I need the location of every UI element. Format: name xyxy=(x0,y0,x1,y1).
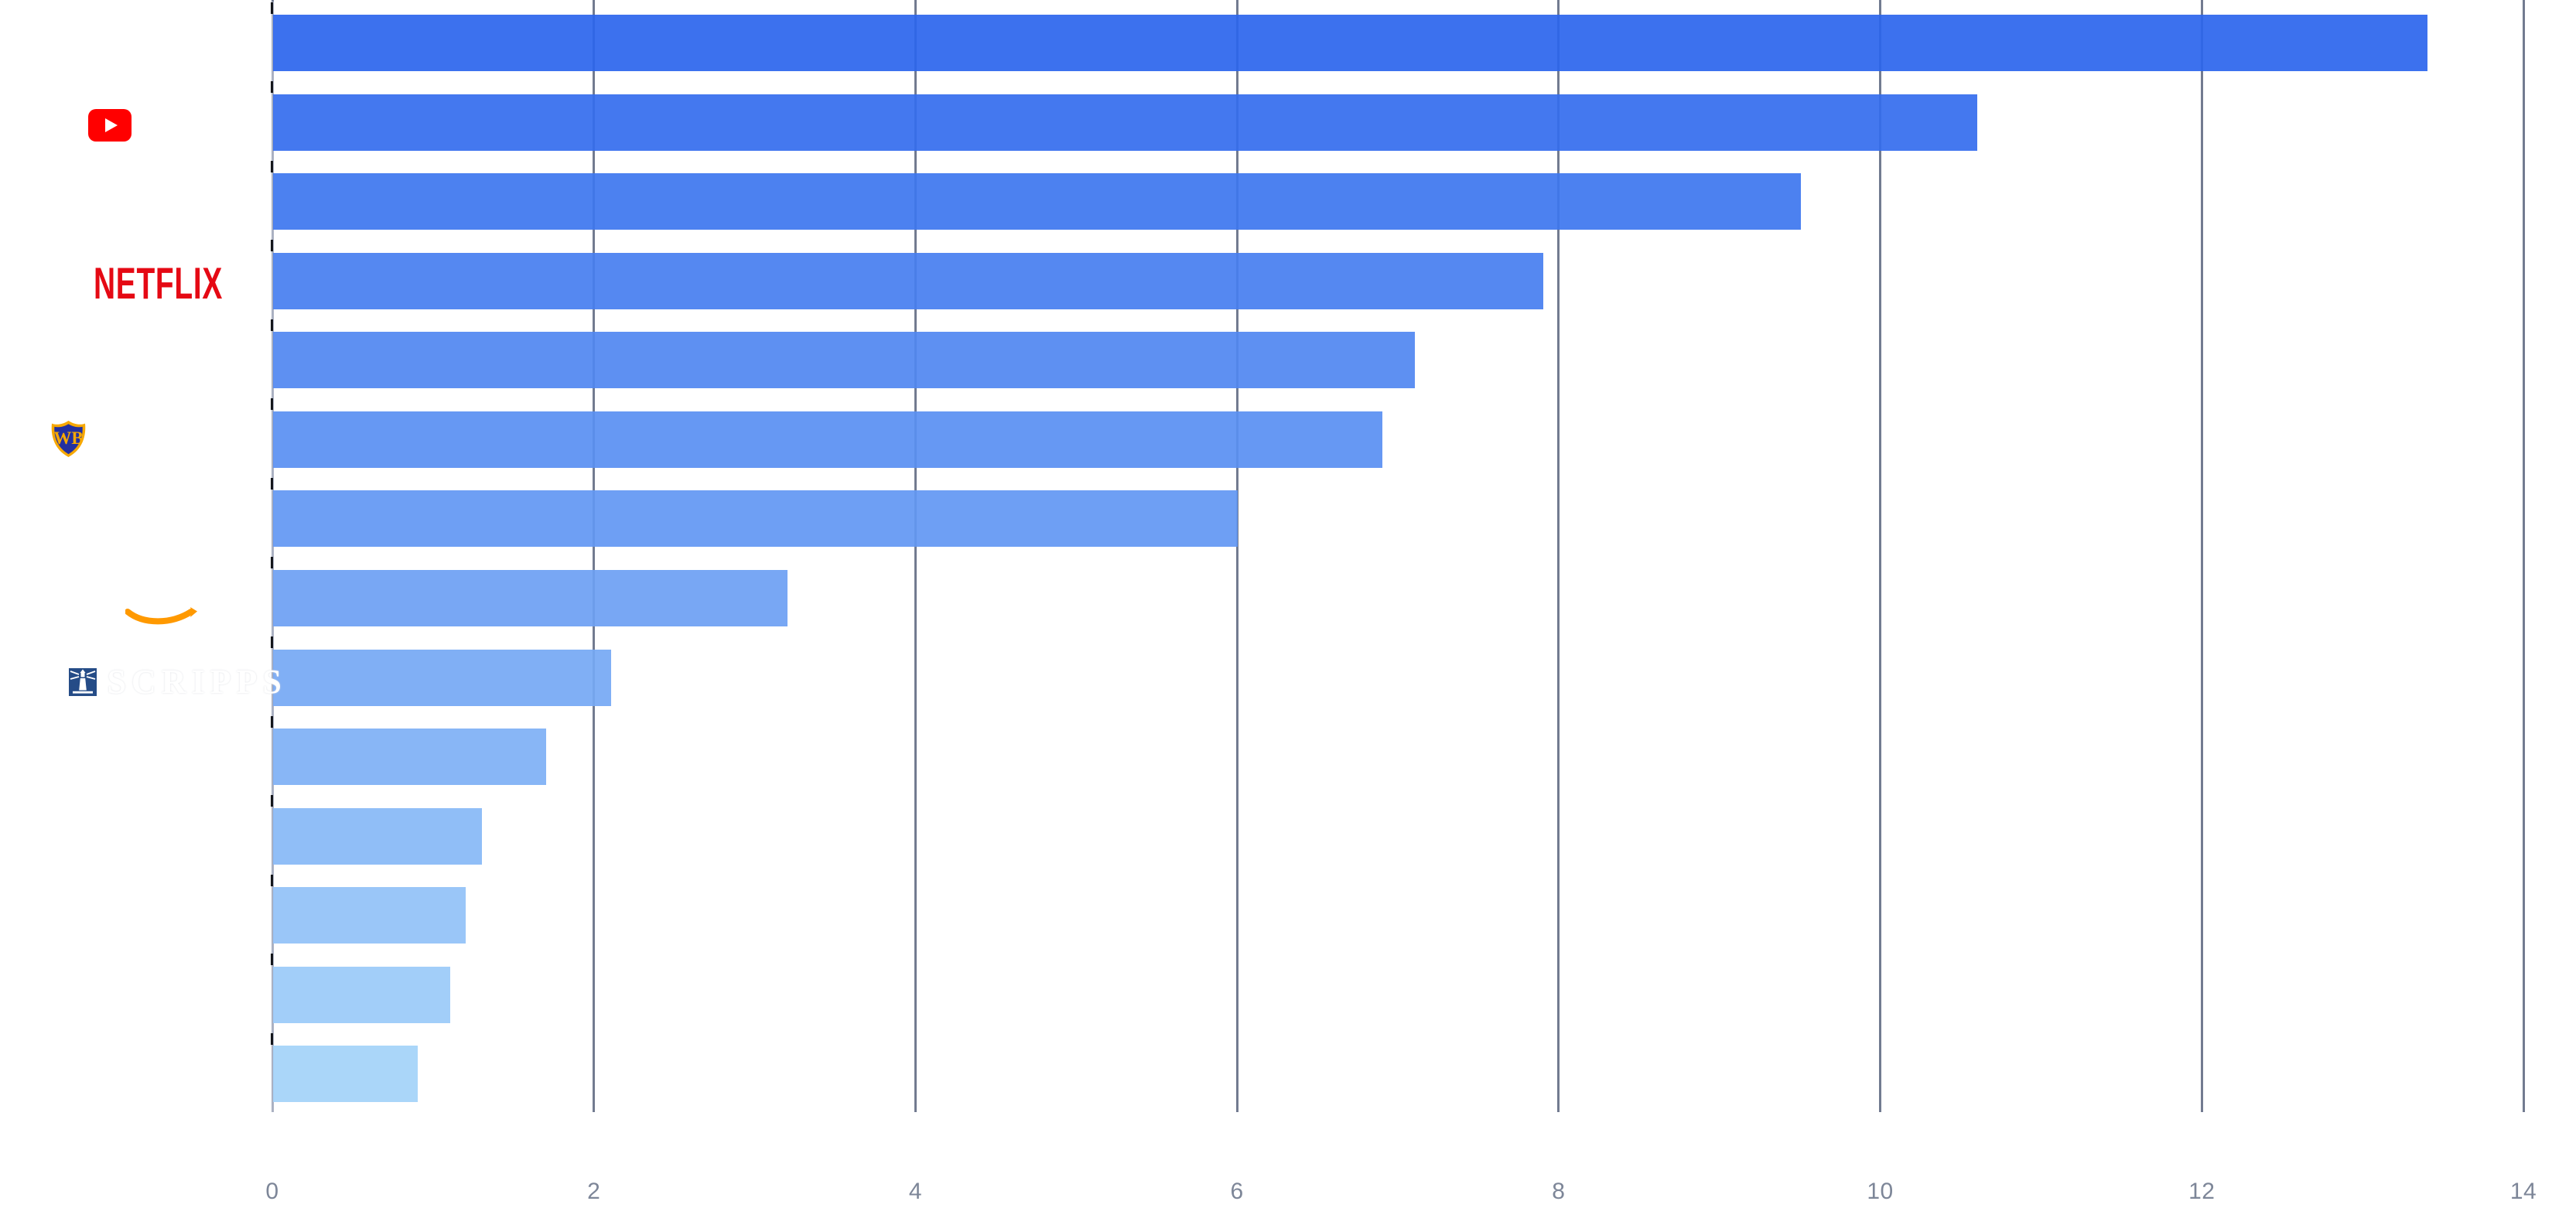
gridline-x-12 xyxy=(2200,0,2203,1112)
y-axis-tick xyxy=(270,240,273,252)
bar-row-1 xyxy=(273,15,2428,71)
bar-YouTube xyxy=(273,94,1978,151)
x-axis-label: 8 xyxy=(1552,1179,1566,1204)
y-axis-tick xyxy=(270,2,273,14)
amazon-smile-icon xyxy=(125,606,198,633)
gridline-x-4 xyxy=(914,0,917,1112)
x-axis-label: 4 xyxy=(908,1179,923,1204)
warner-bros-shield-icon: WB xyxy=(50,420,87,462)
y-axis-tick xyxy=(270,477,273,490)
gridline-x-8 xyxy=(1557,0,1560,1112)
bar-row-3 xyxy=(273,173,1801,230)
bar-Warner Bros xyxy=(273,411,1383,468)
y-axis-tick xyxy=(270,715,273,728)
scripps-lighthouse-icon xyxy=(69,667,97,696)
y-axis-tick xyxy=(270,954,273,966)
bar-row-12 xyxy=(273,887,466,944)
y-axis-tick xyxy=(270,81,273,94)
y-axis-tick xyxy=(270,874,273,886)
bar-row-13 xyxy=(273,966,450,1023)
bar-row-7 xyxy=(273,490,1238,548)
gridline-x-6 xyxy=(1235,0,1238,1112)
y-axis-tick xyxy=(270,557,273,569)
netflix-wordmark: NETFLIX xyxy=(94,259,224,309)
x-axis-label: 6 xyxy=(1230,1179,1244,1204)
bar-row-11 xyxy=(273,807,483,865)
y-axis-tick xyxy=(270,636,273,649)
y-axis-tick xyxy=(270,795,273,807)
x-axis-label: 0 xyxy=(265,1179,279,1204)
x-axis-label: 12 xyxy=(2188,1179,2216,1204)
y-axis-tick xyxy=(270,398,273,411)
y-axis-line xyxy=(271,2,274,1112)
netflix-logo: NETFLIX xyxy=(94,259,273,309)
gridline-x-10 xyxy=(1879,0,1882,1112)
bar-Netflix xyxy=(273,252,1544,309)
youtube-logo-icon xyxy=(88,109,132,145)
bar-row-10 xyxy=(273,729,547,786)
svg-text:WB: WB xyxy=(53,428,83,448)
y-axis-tick xyxy=(270,1032,273,1045)
scripps-logo: SCRIPPS xyxy=(69,662,287,701)
x-axis-label: 14 xyxy=(2509,1179,2537,1204)
bar-row-14 xyxy=(273,1046,419,1103)
y-axis-tick xyxy=(270,160,273,172)
bar-row-5 xyxy=(273,332,1415,389)
gridline-x-14 xyxy=(2522,0,2525,1112)
bar-Scripps xyxy=(273,649,611,706)
x-axis-label: 2 xyxy=(587,1179,601,1204)
scripps-wordmark: SCRIPPS xyxy=(107,663,287,701)
gridline-x-2 xyxy=(593,0,596,1112)
y-axis-tick xyxy=(270,319,273,331)
bar-Amazon xyxy=(273,569,788,626)
x-axis-label: 10 xyxy=(1867,1179,1894,1204)
